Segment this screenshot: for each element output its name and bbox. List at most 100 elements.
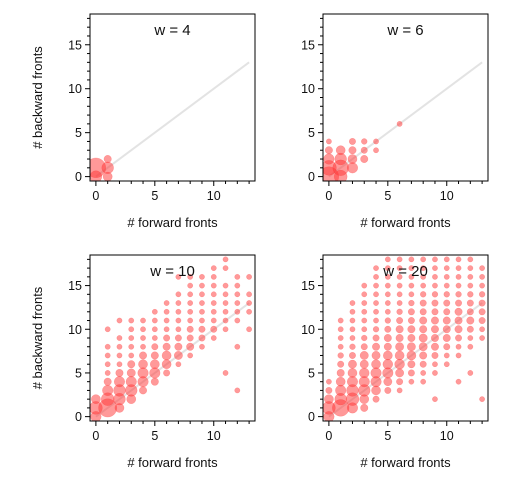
- data-point: [419, 351, 428, 360]
- y-tick-label: 5: [75, 366, 82, 380]
- data-point: [466, 308, 474, 316]
- data-point: [478, 299, 486, 307]
- data-point: [455, 291, 462, 298]
- data-point: [384, 308, 391, 315]
- data-point: [454, 316, 463, 325]
- data-point: [175, 361, 182, 368]
- data-point: [103, 377, 112, 386]
- data-point: [383, 342, 392, 351]
- data-point: [104, 352, 111, 359]
- data-point: [335, 376, 346, 387]
- x-tick-label: 5: [151, 429, 158, 443]
- data-point: [199, 282, 205, 289]
- data-point: [186, 342, 195, 351]
- data-point: [104, 370, 111, 376]
- data-point: [396, 378, 404, 386]
- data-point: [187, 282, 194, 289]
- data-point: [335, 384, 347, 396]
- data-point: [396, 282, 403, 289]
- data-point: [162, 342, 171, 351]
- data-point: [325, 386, 333, 394]
- data-point: [396, 256, 403, 263]
- x-tick-label: 0: [325, 189, 332, 203]
- data-point: [346, 376, 358, 388]
- data-point: [175, 300, 182, 306]
- data-point: [246, 300, 252, 306]
- data-point: [116, 317, 123, 324]
- data-point: [187, 300, 194, 306]
- data-point: [151, 326, 158, 333]
- data-point: [149, 367, 161, 379]
- data-point: [384, 317, 391, 324]
- data-point: [175, 308, 182, 315]
- data-point: [372, 334, 380, 342]
- y-axis-label: # backward fronts: [30, 46, 45, 149]
- data-point: [199, 273, 205, 280]
- data-point: [431, 291, 439, 298]
- data-point: [372, 326, 380, 333]
- data-point: [406, 342, 416, 352]
- data-point: [349, 326, 356, 333]
- data-point: [337, 360, 345, 368]
- data-point: [173, 351, 183, 360]
- data-point: [407, 369, 415, 377]
- y-tick-label: 15: [68, 38, 82, 52]
- data-point: [373, 273, 379, 280]
- data-point: [418, 342, 428, 352]
- data-point: [102, 384, 114, 396]
- data-point: [406, 350, 417, 361]
- data-point: [384, 273, 391, 280]
- y-tick-label: 0: [75, 170, 82, 184]
- data-point: [323, 411, 335, 421]
- data-point: [163, 334, 171, 342]
- data-point: [333, 169, 348, 181]
- data-point: [140, 335, 146, 341]
- data-point: [337, 343, 344, 350]
- data-point: [360, 146, 368, 154]
- data-point: [443, 256, 450, 263]
- data-point: [395, 368, 405, 378]
- x-tick-label: 0: [92, 429, 99, 443]
- data-point: [360, 155, 369, 164]
- data-point: [246, 308, 252, 315]
- data-point: [455, 282, 462, 289]
- data-point: [467, 291, 474, 298]
- data-point: [91, 394, 101, 404]
- data-point: [234, 300, 241, 306]
- data-point: [455, 334, 463, 342]
- data-point: [371, 359, 381, 370]
- data-point: [443, 291, 450, 298]
- data-point: [151, 308, 158, 315]
- data-point: [408, 273, 415, 280]
- data-point: [455, 378, 462, 385]
- data-point: [104, 343, 111, 350]
- data-point: [420, 256, 427, 263]
- y-tick-label: 10: [301, 82, 315, 96]
- data-point: [128, 352, 135, 359]
- data-point: [396, 308, 403, 315]
- data-point: [373, 147, 379, 154]
- data-point: [116, 361, 123, 368]
- data-point: [234, 387, 241, 394]
- data-point: [199, 343, 205, 350]
- data-point: [128, 326, 135, 333]
- data-point: [348, 359, 357, 369]
- data-point: [187, 273, 194, 280]
- data-point: [151, 317, 158, 324]
- data-point: [454, 307, 463, 316]
- data-point: [126, 394, 137, 404]
- data-point: [479, 396, 485, 403]
- data-point: [349, 317, 356, 324]
- data-point: [420, 265, 427, 271]
- data-point: [360, 403, 369, 412]
- data-point: [455, 273, 462, 280]
- data-point: [371, 351, 381, 360]
- data-point: [407, 334, 416, 342]
- data-point: [479, 326, 485, 333]
- data-point: [337, 317, 344, 324]
- data-point: [396, 317, 404, 325]
- data-point: [150, 377, 159, 386]
- data-point: [175, 273, 182, 280]
- plot-area: [90, 256, 252, 421]
- data-point: [199, 300, 205, 306]
